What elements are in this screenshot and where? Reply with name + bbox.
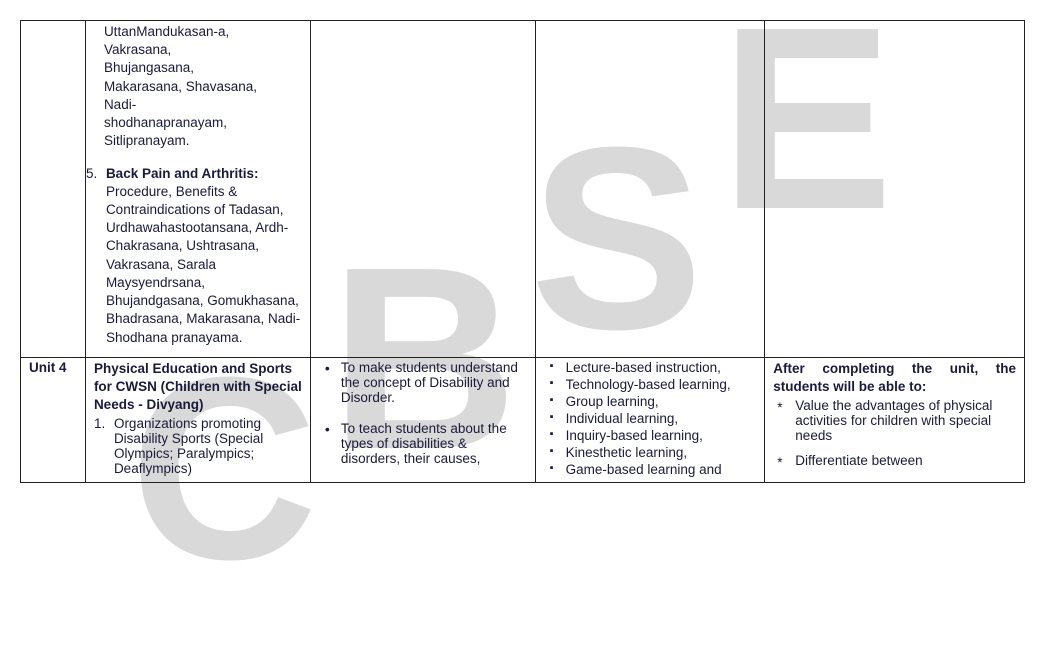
obj-1-text: To make students understand the concept … [341, 360, 518, 405]
obj-1: To make students understand the concept … [319, 360, 527, 405]
prev-line-3: Makarasana, Shavasana, [104, 79, 257, 94]
out-2: Differentiate between [773, 453, 1016, 468]
row2-content-cell: Physical Education and Sports for CWSN (… [85, 357, 310, 483]
item-5-body: Procedure, Benefits & Contraindications … [106, 184, 300, 345]
row2-unit-cell: Unit 4 [21, 357, 86, 483]
item-5-title: Back Pain and Arthritis: [106, 166, 259, 181]
outcome-lead: After completing the unit, the students … [773, 360, 1016, 396]
unit-4-title: Physical Education and Sports for CWSN (… [94, 360, 302, 415]
prev-line-4: Nadi- [104, 97, 136, 112]
row2-pedagogy-cell: Lecture-based instruction, Technology-ba… [535, 357, 765, 483]
ped-4: Individual learning, [544, 411, 757, 426]
prev-line-5: shodhanapranayam, [104, 115, 227, 130]
ped-7: Game-based learning and [544, 462, 757, 477]
row1-content-cell: UttanMandukasan-a, Vakrasana, Bhujangasa… [85, 21, 310, 358]
row2-outcomes-cell: After completing the unit, the students … [765, 357, 1025, 483]
unit4-item-1-text: Organizations promoting Disability Sport… [114, 416, 263, 476]
ped-5: Inquiry-based learning, [544, 428, 757, 443]
unit-4-label: Unit 4 [29, 360, 67, 375]
row2-objectives-cell: To make students understand the concept … [310, 357, 535, 483]
row1-outcomes-cell [765, 21, 1025, 358]
unit4-item-1: Organizations promoting Disability Sport… [94, 416, 302, 476]
prev-line-0: UttanMandukasan-a, [104, 24, 229, 39]
row1-unit-cell [21, 21, 86, 358]
curriculum-table: UttanMandukasan-a, Vakrasana, Bhujangasa… [20, 20, 1025, 483]
out-1: Value the advantages of physical activit… [773, 398, 1016, 443]
row1-pedagogy-cell [535, 21, 765, 358]
prev-line-1: Vakrasana, [104, 42, 171, 57]
ped-2: Technology-based learning, [544, 377, 757, 392]
obj-2: To teach students about the types of dis… [319, 421, 527, 466]
ped-1: Lecture-based instruction, [544, 360, 757, 375]
row1-objectives-cell [310, 21, 535, 358]
ped-3: Group learning, [544, 394, 757, 409]
prev-item-tail: UttanMandukasan-a, Vakrasana, Bhujangasa… [104, 23, 302, 151]
prev-line-2: Bhujangasana, [104, 60, 194, 75]
item-5: Back Pain and Arthritis: Procedure, Bene… [86, 165, 302, 347]
ped-6: Kinesthetic learning, [544, 445, 757, 460]
obj-2-text: To teach students about the types of dis… [341, 421, 507, 466]
prev-line-6: Sitlipranayam. [104, 133, 190, 148]
